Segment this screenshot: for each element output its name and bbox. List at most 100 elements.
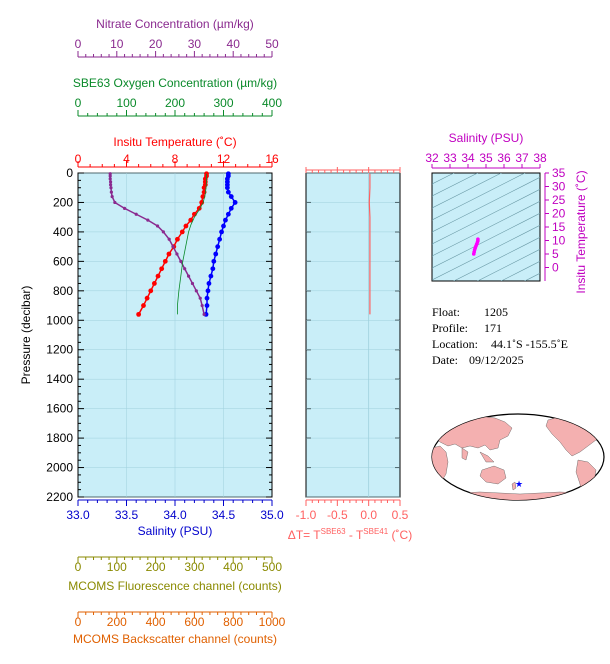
temperature-point <box>201 185 207 191</box>
nitrate-point <box>200 303 204 308</box>
ts-salinity-label: Salinity (PSU) <box>449 131 524 145</box>
temperature-point <box>136 311 142 317</box>
salinity-point <box>228 205 234 211</box>
delta-t-axis-label: ΔT= TSBE63 - TSBE41 (˚C) <box>288 527 412 542</box>
temperature-point <box>166 251 172 257</box>
salinity-point <box>221 223 226 229</box>
nitrate-point <box>183 267 187 271</box>
pressure-tick-label: 1400 <box>46 372 73 386</box>
salinity-tick-label: 34.5 <box>212 508 236 522</box>
nitrate-point <box>194 289 198 293</box>
salinity-point <box>223 217 228 223</box>
ts-y-tick-label: 25 <box>552 193 566 207</box>
fluorescence-tick-label: 300 <box>184 560 204 574</box>
fluorescence-axis: 0 100 200 300 400 500 <box>75 556 282 574</box>
temperature-point <box>175 236 180 242</box>
nitrate-point <box>155 224 160 228</box>
temperature-point <box>148 288 154 294</box>
ts-density-contour <box>432 173 479 197</box>
temperature-tick-label: 12 <box>217 152 231 166</box>
temperature-point <box>155 273 161 279</box>
nitrate-point <box>108 174 112 178</box>
fluorescence-tick-label: 500 <box>262 560 282 574</box>
nitrate-tick-label: 30 <box>188 37 202 51</box>
nitrate-point <box>110 194 114 199</box>
ts-x-tick-label: 32 <box>425 151 439 165</box>
delta-t-label-sup2: SBE41 <box>363 527 388 536</box>
pressure-tick-label: 1600 <box>46 402 73 416</box>
salinity-point <box>225 189 231 195</box>
temperature-axis: 0 4 8 12 16 <box>75 152 279 168</box>
nitrate-tick-label: 40 <box>227 37 241 51</box>
nitrate-point <box>175 252 179 256</box>
fluorescence-tick-label: 0 <box>75 560 82 574</box>
float-label: Float: <box>432 305 460 319</box>
delta-t-line <box>368 173 371 315</box>
temperature-point <box>159 266 165 272</box>
ts-x-tick-label: 38 <box>533 151 547 165</box>
map-land-new-zealand <box>511 481 517 491</box>
salinity-point <box>206 281 212 286</box>
ts-x-tick-label: 37 <box>515 151 529 165</box>
map-land-se-asia <box>461 447 495 463</box>
pressure-tick-label: 800 <box>53 284 73 298</box>
nitrate-point <box>190 281 195 286</box>
profile-label: Profile: <box>432 321 468 335</box>
nitrate-point <box>134 212 138 216</box>
pressure-tick-label: 1200 <box>46 343 73 357</box>
nitrate-point <box>108 177 112 181</box>
ts-points <box>471 237 480 256</box>
salinity-tick-label: 35.0 <box>260 508 284 522</box>
oxygen-tick-label: 0 <box>75 96 82 110</box>
ts-x-tick-label: 33 <box>443 151 457 165</box>
nitrate-tick-label: 50 <box>265 37 279 51</box>
nitrate-point <box>109 186 113 190</box>
salinity-axis-label: Salinity (PSU) <box>138 524 213 538</box>
ts-density-contour <box>432 173 502 209</box>
oxygen-tick-label: 400 <box>262 96 282 110</box>
fluorescence-axis-label: MCOMS Fluorescence channel (counts) <box>68 579 281 593</box>
salinity-point <box>217 236 223 242</box>
salinity-point <box>204 303 210 308</box>
temperature-axis-label: Insitu Temperature (˚C) <box>113 135 236 149</box>
delta-t-axis: -1.0 -0.5 0.0 0.5 <box>296 167 409 522</box>
location-label: Location: <box>432 337 478 351</box>
salinity-point <box>208 273 214 279</box>
temperature-point <box>162 258 168 264</box>
delta-t-tick-label: -1.0 <box>296 508 317 522</box>
ts-density-contours <box>432 173 540 281</box>
temperature-point <box>141 303 146 308</box>
salinity-point <box>210 266 216 272</box>
backscatter-tick-label: 600 <box>184 615 204 629</box>
pressure-tick-label: 0 <box>66 166 73 180</box>
backscatter-axis: 0 200 400 600 800 1000 <box>75 611 286 629</box>
backscatter-tick-label: 400 <box>146 615 166 629</box>
salinity-point <box>205 288 211 294</box>
temperature-point <box>179 229 185 235</box>
pressure-tick-label: 400 <box>53 225 73 239</box>
delta-t-label-sup1: SBE63 <box>321 527 346 536</box>
delta-t-label-prefix: ΔT= T <box>288 528 321 542</box>
ts-point <box>476 237 480 241</box>
float-value: 1205 <box>484 305 508 319</box>
ts-y-tick-label: 0 <box>552 261 559 275</box>
date-value: 09/12/2025 <box>469 353 524 367</box>
ts-x-tick-label: 35 <box>479 151 493 165</box>
nitrate-axis: 0 10 20 30 40 50 <box>75 37 279 58</box>
oxygen-axis: 0 100 200 300 400 <box>75 96 282 117</box>
delta-t-tick-label: -0.5 <box>327 508 348 522</box>
oxygen-tick-label: 300 <box>213 96 233 110</box>
location-value: 44.1˚S -155.5˚E <box>491 337 568 351</box>
oxygen-axis-label: SBE63 Oxygen Concentration (µm/kg) <box>73 76 277 90</box>
pressure-tick-label: 1000 <box>46 313 73 327</box>
backscatter-tick-label: 800 <box>223 615 243 629</box>
ts-density-contour <box>432 188 540 245</box>
temperature-point <box>183 223 189 229</box>
nitrate-point <box>109 190 113 194</box>
nitrate-point <box>108 183 113 187</box>
ts-plot-area <box>431 172 541 282</box>
nitrate-point <box>122 206 127 210</box>
nitrate-point <box>198 296 202 300</box>
ts-density-contour <box>453 236 540 281</box>
delta-t-tick-label: 0.5 <box>392 508 409 522</box>
